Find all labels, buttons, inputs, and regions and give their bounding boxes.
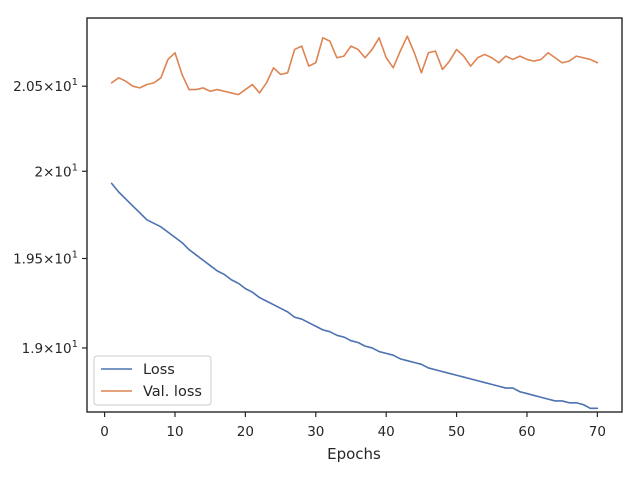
plot-frame <box>86 17 623 413</box>
axes-layer: 0 10 20 30 40 50 60 70 1.9×101 1.95×101 2×101 2.05×… <box>13 77 606 440</box>
x-axis-label: Epochs <box>327 445 381 463</box>
y-tick-label: 2×101 <box>35 162 78 180</box>
legend: Loss Val. loss <box>93 355 212 406</box>
plot-area <box>87 18 622 412</box>
x-tick-label: 10 <box>166 424 183 440</box>
x-tick-label: 60 <box>518 424 535 440</box>
x-tick-label: 40 <box>378 424 395 440</box>
y-tick-label: 1.95×101 <box>13 249 78 267</box>
y-tick-label: 2.05×101 <box>13 77 78 95</box>
x-tick-label: 0 <box>100 424 109 440</box>
x-tick-label: 70 <box>589 424 606 440</box>
x-tick-label: 20 <box>237 424 254 440</box>
series-layer <box>110 35 599 410</box>
series-line-val-loss <box>110 35 599 96</box>
x-tick-label: 50 <box>448 424 465 440</box>
x-tick-label: 30 <box>307 424 324 440</box>
series-line-loss <box>110 182 599 410</box>
legend-label: Val. loss <box>143 384 202 400</box>
y-tick-label: 1.9×101 <box>22 339 78 357</box>
legend-label: Loss <box>143 362 175 378</box>
